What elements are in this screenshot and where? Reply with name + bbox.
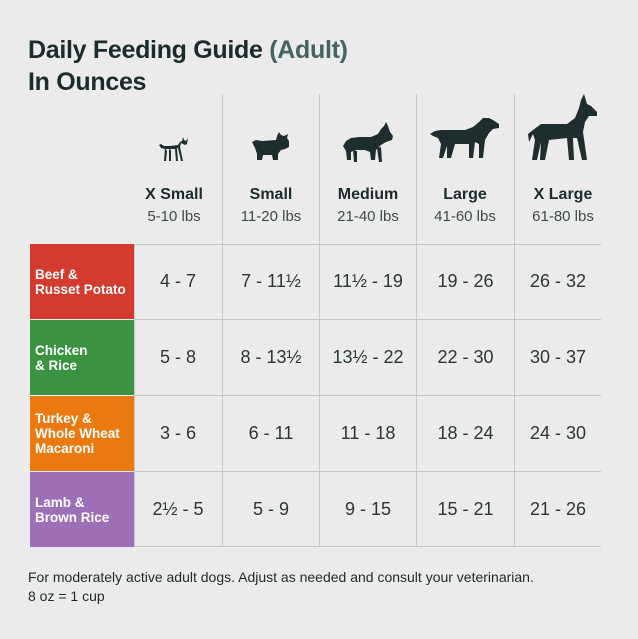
row-label-chicken: Chicken & Rice (30, 320, 134, 395)
table-cell: 2½ - 5 (152, 499, 204, 519)
table-cell: 22 - 30 (437, 347, 494, 367)
table-cell: 24 - 30 (529, 423, 587, 443)
size-range: 5-10 lbs (147, 208, 201, 225)
table-cell: 26 - 32 (529, 271, 587, 291)
column-header-x-large: X Large 61-80 lbs (515, 94, 611, 244)
table-cell: 9 - 15 (344, 499, 392, 519)
table-cell: 18 - 24 (437, 423, 494, 443)
table-cell: 5 - 9 (252, 499, 290, 519)
footnote: For moderately active adult dogs. Adjust… (28, 568, 534, 606)
title-accent: (Adult) (269, 36, 348, 64)
table-cell: 4 - 7 (159, 271, 197, 291)
table-cell: 8 - 13½ (240, 347, 302, 367)
footnote-line2: 8 oz = 1 cup (28, 588, 105, 604)
table-cell: 11 - 18 (340, 423, 396, 443)
table-cell: 3 - 6 (159, 423, 197, 443)
grid-line (134, 471, 601, 472)
table-cell: 21 - 26 (529, 499, 587, 519)
column-header-medium: Medium 21-40 lbs (320, 94, 416, 244)
chihuahua-icon (159, 137, 188, 161)
column-header-small: Small 11-20 lbs (223, 94, 319, 244)
pitbull-icon (343, 122, 393, 162)
size-name: Medium (337, 186, 399, 203)
column-header-x-small: X Small 5-10 lbs (126, 94, 222, 244)
grid-line (134, 546, 601, 547)
column-header-large: Large 41-60 lbs (417, 94, 513, 244)
size-name: Small (249, 186, 293, 203)
table-cell: 11½ - 19 (333, 271, 403, 291)
size-range: 21-40 lbs (337, 208, 399, 225)
size-range: 41-60 lbs (434, 208, 496, 225)
great-dane-icon (528, 94, 597, 160)
row-label-text: Lamb & Brown Rice (35, 494, 110, 525)
row-label-lamb: Lamb & Brown Rice (30, 472, 134, 547)
table-cell: 15 - 21 (437, 499, 494, 519)
table-cell: 6 - 11 (248, 423, 294, 443)
table-cell: 13½ - 22 (332, 347, 404, 367)
table-cell: 7 - 11½ (241, 271, 301, 291)
title-line2: In Ounces (28, 68, 147, 96)
table-cell: 30 - 37 (529, 347, 587, 367)
page-title: Daily Feeding Guide (Adult) In Ounces (28, 34, 348, 98)
table-cell: 5 - 8 (159, 347, 197, 367)
row-label-text: Beef & Russet Potato (35, 266, 126, 297)
grid-line (514, 94, 515, 547)
row-label-text: Turkey & Whole Wheat Macaroni (35, 411, 120, 456)
grid-line (416, 94, 417, 547)
size-range: 11-20 lbs (240, 208, 302, 225)
row-label-turkey: Turkey & Whole Wheat Macaroni (30, 396, 134, 471)
grid-line (134, 395, 601, 396)
grid-line (319, 94, 320, 547)
feeding-table: X Small 5-10 lbs Small 11-20 lbs Medium … (30, 94, 601, 547)
grid-line (134, 319, 601, 320)
table-cell: 19 - 26 (437, 271, 494, 291)
grid-line (134, 244, 601, 245)
size-name: Large (443, 186, 487, 203)
size-range: 61-80 lbs (532, 208, 594, 225)
title-main: Daily Feeding Guide (28, 36, 263, 64)
grid-line (222, 94, 223, 547)
size-name: X Large (533, 186, 593, 203)
footnote-line1: For moderately active adult dogs. Adjust… (28, 569, 534, 585)
bulldog-icon (252, 132, 289, 160)
labrador-icon (430, 118, 499, 158)
row-label-text: Chicken & Rice (35, 342, 88, 373)
row-label-beef: Beef & Russet Potato (30, 244, 134, 319)
size-name: X Small (145, 186, 203, 203)
